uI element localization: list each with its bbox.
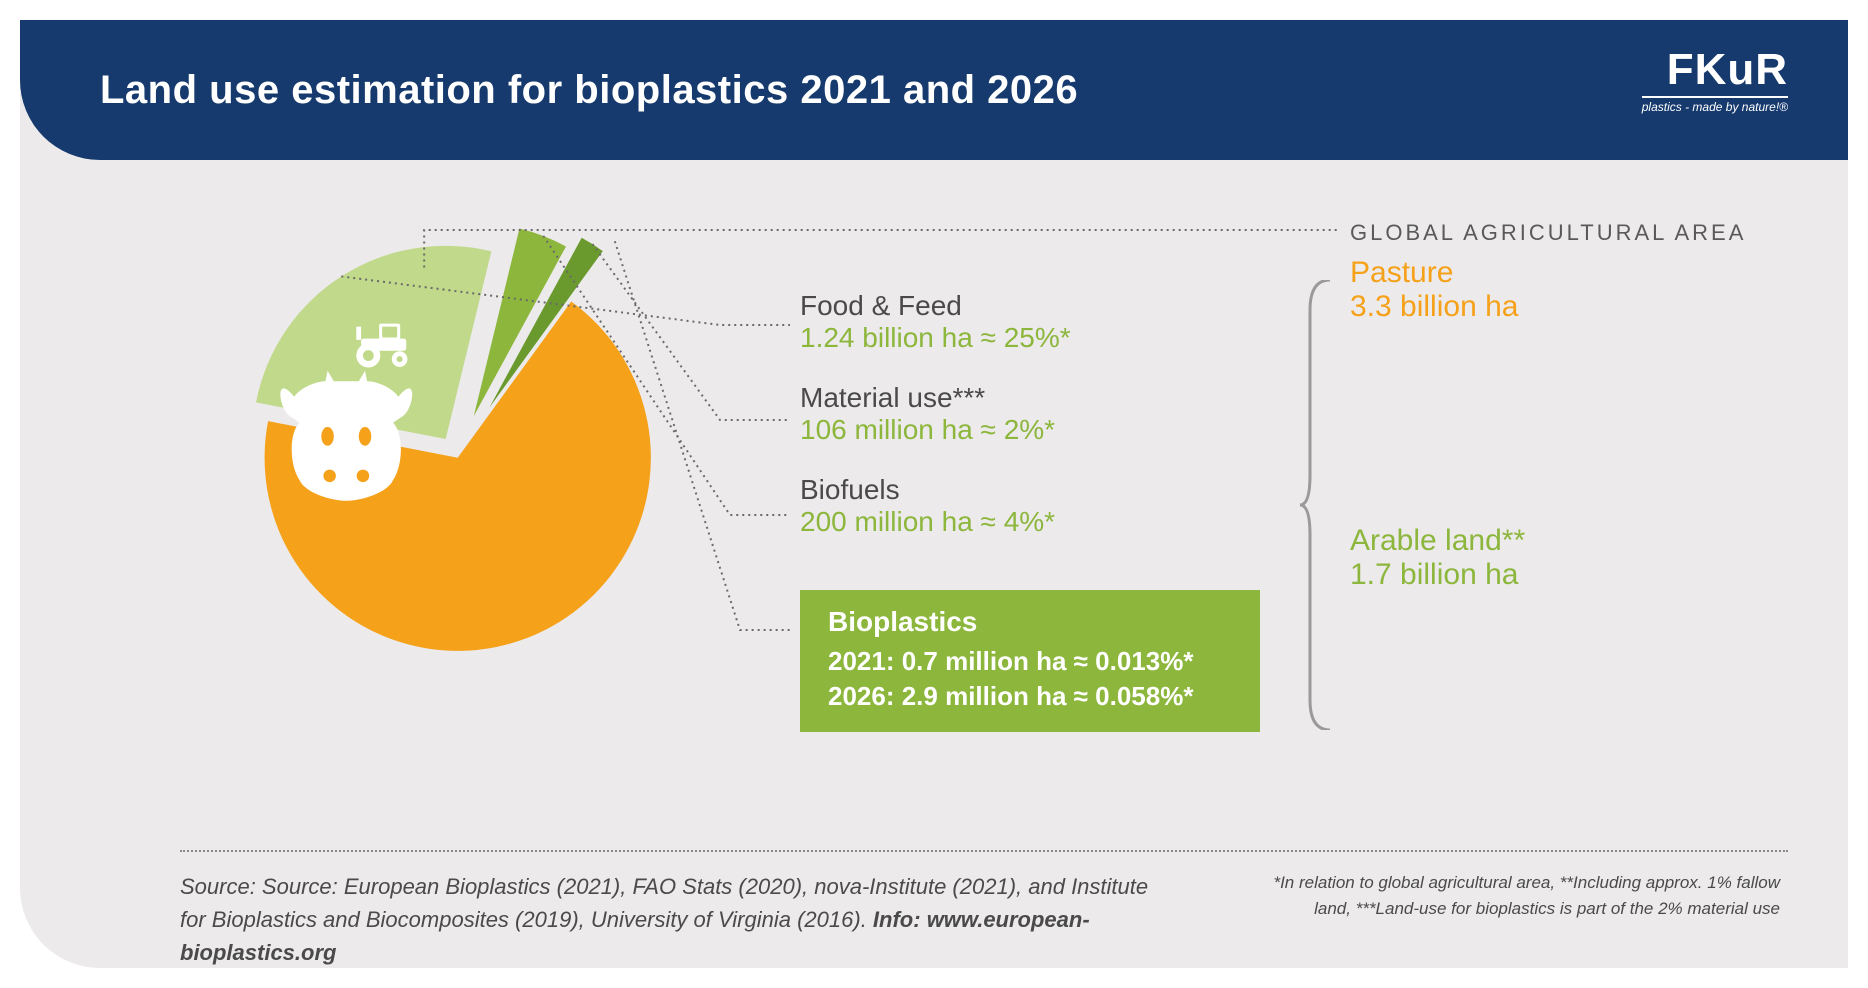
- header-bar: Land use estimation for bioplastics 2021…: [20, 20, 1848, 160]
- summary-pasture: Pasture 3.3 billion ha: [1350, 256, 1780, 324]
- label-title: Biofuels: [800, 474, 1260, 506]
- label-bioplastics-box: Bioplastics 2021: 0.7 million ha ≈ 0.013…: [800, 590, 1260, 732]
- label-food-feed: Food & Feed 1.24 billion ha ≈ 25%*: [800, 290, 1260, 354]
- label-title: Material use***: [800, 382, 1260, 414]
- bioplastics-2021: 2021: 0.7 million ha ≈ 0.013%*: [828, 644, 1232, 679]
- footer-notes: *In relation to global agricultural area…: [1260, 870, 1780, 969]
- infographic-card: Land use estimation for bioplastics 2021…: [20, 20, 1848, 968]
- page-title: Land use estimation for bioplastics 2021…: [100, 68, 1078, 113]
- right-summary: GLOBAL AGRICULTURAL AREA Pasture 3.3 bil…: [1350, 220, 1780, 592]
- label-biofuels: Biofuels 200 million ha ≈ 4%*: [800, 474, 1260, 538]
- info-label: Info:: [873, 907, 927, 932]
- pie-chart: [220, 220, 740, 740]
- label-title: Food & Feed: [800, 290, 1260, 322]
- brand-logo: FKuR plastics - made by nature!®: [1642, 48, 1788, 114]
- slice-labels: Food & Feed 1.24 billion ha ≈ 25%* Mater…: [800, 290, 1260, 566]
- arable-title: Arable land**: [1350, 524, 1780, 558]
- label-material-use: Material use*** 106 million ha ≈ 2%*: [800, 382, 1260, 446]
- label-value: 106 million ha ≈ 2%*: [800, 414, 1260, 446]
- arable-value: 1.7 billion ha: [1350, 558, 1780, 592]
- summary-arable: Arable land** 1.7 billion ha: [1350, 524, 1780, 592]
- footer-source: Source: Source: European Bioplastics (20…: [180, 870, 1160, 969]
- bioplastics-2026: 2026: 2.9 million ha ≈ 0.058%*: [828, 679, 1232, 714]
- curly-brace: [1300, 280, 1340, 730]
- global-area-heading: GLOBAL AGRICULTURAL AREA: [1350, 220, 1780, 246]
- pasture-value: 3.3 billion ha: [1350, 290, 1780, 324]
- logo-tagline: plastics - made by nature!®: [1642, 96, 1788, 114]
- pasture-title: Pasture: [1350, 256, 1780, 290]
- logo-text: FKuR: [1642, 48, 1788, 92]
- footer: Source: Source: European Bioplastics (20…: [180, 870, 1780, 969]
- label-value: 1.24 billion ha ≈ 25%*: [800, 322, 1260, 354]
- bioplastics-title: Bioplastics: [828, 606, 1232, 638]
- footer-divider: [180, 850, 1788, 852]
- content-area: Food & Feed 1.24 billion ha ≈ 25%* Mater…: [20, 160, 1848, 968]
- label-value: 200 million ha ≈ 4%*: [800, 506, 1260, 538]
